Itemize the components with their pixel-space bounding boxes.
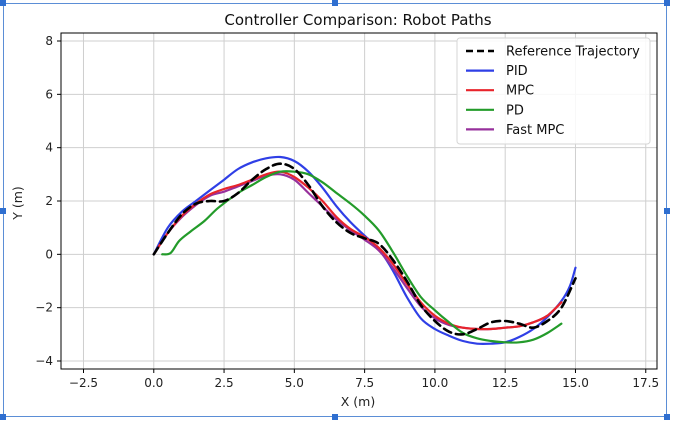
x-tick-label: 0.0 [144,376,163,390]
legend-label-pd: PD [506,103,524,118]
x-tick-label: 7.5 [355,376,374,390]
y-tick-label: 0 [45,247,53,261]
x-tick-label: 17.5 [632,376,659,390]
x-tick-label: 15.0 [562,376,589,390]
resize-handle-bottom-center[interactable] [332,414,338,420]
legend-label-reference-trajectory: Reference Trajectory [506,45,640,60]
x-axis: −2.5 0.0 2.5 5.0 7.5 10.0 12.5 15.0 17.5 [69,369,659,390]
series-group [152,155,577,346]
resize-handle-top-left[interactable] [0,0,6,6]
y-tick-label: 8 [45,34,53,48]
x-tick-label: 10.0 [422,376,449,390]
resize-handle-top-center[interactable] [332,0,338,6]
x-tick-label: 2.5 [215,376,234,390]
y-tick-label: 2 [45,194,53,208]
resize-handle-middle-left[interactable] [0,208,6,214]
y-tick-label: 6 [45,87,53,101]
resize-handle-bottom-left[interactable] [0,414,6,420]
series-line-fast-mpc [152,173,563,331]
x-tick-label: −2.5 [69,376,98,390]
legend: Reference Trajectory PID MPC PD Fast MPC [456,37,651,145]
x-tick-label: 5.0 [285,376,304,390]
y-tick-label: −4 [35,354,53,368]
series-line-mpc [152,170,563,331]
x-axis-label: X (m) [341,394,375,409]
legend-box [456,37,651,145]
resize-handle-bottom-right[interactable] [664,414,670,420]
y-axis: −4 −2 0 2 4 6 8 [35,34,61,368]
legend-label-pid: PID [506,64,528,79]
y-axis-label: Y (m) [10,186,25,221]
x-tick-label: 12.5 [492,376,519,390]
y-tick-label: 4 [45,141,53,155]
legend-label-fast-mpc: Fast MPC [506,123,564,138]
y-tick-label: −2 [35,301,53,315]
series-line-pd [161,170,563,344]
resize-handle-middle-right[interactable] [664,208,670,214]
legend-label-mpc: MPC [506,84,534,99]
chart-title: Controller Comparison: Robot Paths [224,11,491,29]
resize-handle-top-right[interactable] [664,0,670,6]
series-line-reference-trajectory [152,162,577,336]
